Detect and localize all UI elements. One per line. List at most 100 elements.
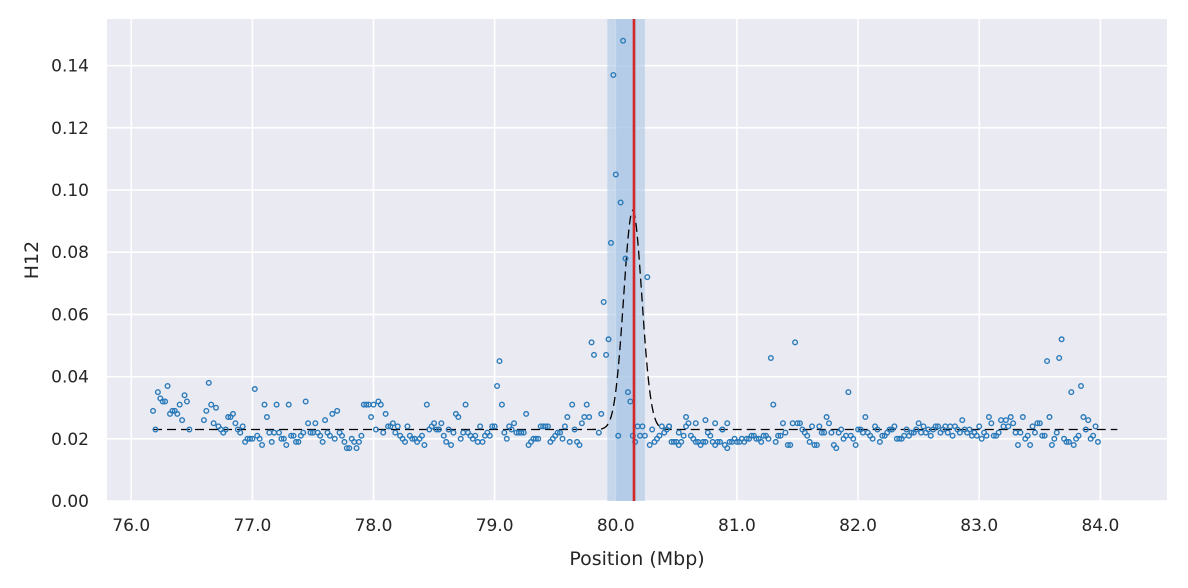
data-point — [624, 389, 631, 396]
data-point — [760, 432, 767, 439]
data-point — [767, 354, 774, 361]
data-point — [203, 407, 210, 414]
data-point — [326, 432, 333, 439]
data-point — [610, 71, 617, 78]
y-tick-label: 0.06 — [51, 305, 89, 325]
data-point — [576, 442, 583, 449]
data-point — [479, 438, 486, 445]
x-tick-label: 78.0 — [355, 516, 393, 536]
data-point — [489, 423, 496, 430]
data-point — [402, 438, 409, 445]
data-point — [702, 438, 709, 445]
data-point — [620, 37, 627, 44]
data-point — [445, 426, 452, 433]
data-point — [1058, 336, 1065, 343]
data-point — [421, 442, 428, 449]
data-point — [784, 442, 791, 449]
data-point — [368, 414, 375, 421]
data-point — [462, 401, 469, 408]
y-tick-label: 0.14 — [51, 57, 89, 77]
data-point — [578, 420, 585, 427]
x-tick-label: 81.0 — [718, 516, 756, 536]
x-axis-label: Position (Mbp) — [569, 548, 704, 570]
data-point — [712, 420, 719, 427]
data-point — [501, 429, 508, 436]
data-point — [896, 435, 903, 442]
data-point — [438, 420, 445, 427]
data-point — [273, 401, 280, 408]
data-point — [569, 401, 576, 408]
data-point — [292, 438, 299, 445]
data-point — [869, 435, 876, 442]
data-point — [683, 423, 690, 430]
data-point — [813, 442, 820, 449]
data-point — [370, 401, 377, 408]
data-point — [855, 426, 862, 433]
data-point — [300, 429, 307, 436]
x-tick-label: 76.0 — [112, 516, 150, 536]
data-point — [590, 351, 597, 358]
data-point — [777, 432, 784, 439]
data-point — [915, 420, 922, 427]
data-point — [913, 426, 920, 433]
data-point — [305, 420, 312, 427]
data-point — [154, 389, 161, 396]
data-point — [183, 398, 190, 405]
data-point — [809, 423, 816, 430]
data-point — [806, 438, 813, 445]
data-point — [850, 435, 857, 442]
data-point — [232, 420, 239, 427]
data-point — [1034, 420, 1041, 427]
data-point — [380, 429, 387, 436]
data-point — [385, 423, 392, 430]
data-point — [409, 435, 416, 442]
data-point — [692, 420, 699, 427]
data-point — [758, 438, 765, 445]
data-point — [435, 426, 442, 433]
x-tick-label: 84.0 — [1081, 516, 1119, 536]
data-point — [535, 435, 542, 442]
data-point — [229, 410, 236, 417]
data-point — [973, 432, 980, 439]
data-point — [440, 432, 447, 439]
data-point — [561, 423, 568, 430]
data-point — [675, 429, 682, 436]
data-point — [259, 442, 266, 449]
data-point — [176, 401, 183, 408]
data-point — [503, 435, 510, 442]
data-point — [1051, 435, 1058, 442]
data-point — [334, 407, 341, 414]
data-point — [355, 438, 362, 445]
data-point — [683, 414, 690, 421]
data-point — [353, 445, 360, 452]
data-point — [276, 429, 283, 436]
data-point — [339, 432, 346, 439]
data-point — [862, 414, 869, 421]
data-point — [680, 432, 687, 439]
data-point — [317, 432, 324, 439]
data-point — [641, 432, 648, 439]
data-point — [331, 435, 338, 442]
data-point — [985, 414, 992, 421]
data-point — [159, 398, 166, 405]
data-point — [1080, 414, 1087, 421]
data-point — [586, 414, 593, 421]
data-point — [222, 426, 229, 433]
data-point — [564, 414, 571, 421]
data-point — [988, 420, 995, 427]
data-point — [225, 414, 232, 421]
data-point — [302, 398, 309, 405]
data-point — [261, 401, 268, 408]
data-point — [511, 420, 518, 427]
data-point — [486, 432, 493, 439]
data-point — [600, 298, 607, 305]
data-point — [256, 435, 263, 442]
data-point — [263, 414, 270, 421]
data-point — [457, 435, 464, 442]
data-point — [433, 426, 440, 433]
data-point — [1090, 432, 1097, 439]
data-point — [978, 435, 985, 442]
data-point — [753, 435, 760, 442]
